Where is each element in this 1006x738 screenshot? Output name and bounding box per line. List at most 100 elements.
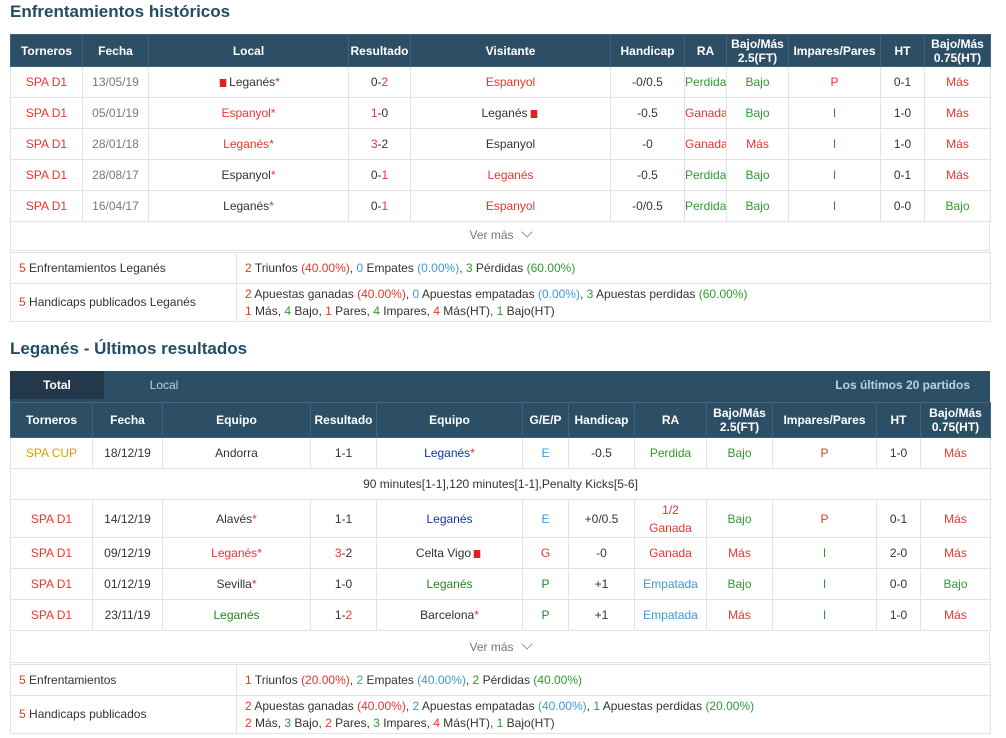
summary-draws-pct: (0.00%) <box>417 260 460 275</box>
score-cell[interactable]: 3-2 <box>310 537 377 569</box>
col-bajo-mas-ht: Bajo/Más 0.75(HT) <box>920 402 991 438</box>
col-fecha: Fecha <box>92 402 163 438</box>
score-home: 3 <box>370 137 378 151</box>
summary-impares-label: Impares, <box>383 303 430 318</box>
score-cell[interactable]: 1-0 <box>310 568 377 600</box>
summary-results-cell: 2 Triunfos (40.00%), 0 Empates (0.00%), … <box>236 252 991 284</box>
score-cell[interactable]: 0-1 <box>348 190 411 222</box>
latest-more-button[interactable]: Ver más <box>10 632 990 663</box>
home-team-cell[interactable]: Alavés* <box>162 499 311 538</box>
ou-cell: Bajo <box>726 159 789 191</box>
score-cell[interactable]: 1-1 <box>310 437 377 469</box>
league-cell[interactable]: SPA D1 <box>10 128 83 160</box>
away-team-cell[interactable]: Leganés* <box>376 437 523 469</box>
summary-matches-label-cell: 5 Enfrentamientos <box>10 664 237 696</box>
home-team-cell[interactable]: Espanyol* <box>148 97 349 129</box>
summary-tied-pct: (0.00%) <box>537 286 580 301</box>
score-cell[interactable]: 1-0 <box>348 97 411 129</box>
date-cell: 05/01/19 <box>82 97 149 129</box>
ht-cell: 0-0 <box>876 568 921 600</box>
league-cell[interactable]: SPA D1 <box>10 159 83 191</box>
last-n-selector[interactable]: Los últimos 20 partidos <box>835 378 970 392</box>
col-visitante: Visitante <box>410 34 611 67</box>
away-team-cell[interactable]: Espanyol <box>410 66 611 98</box>
handicap-cell: -0 <box>568 537 635 569</box>
away-team-cell[interactable]: Celta Vigo <box>376 537 523 569</box>
score-dash: - <box>341 608 346 622</box>
tab-local[interactable]: Local <box>149 378 179 392</box>
oe-cell: I <box>788 159 881 191</box>
home-team-cell[interactable]: Andorra <box>162 437 311 469</box>
away-team-cell[interactable]: Leganés <box>376 499 523 538</box>
league-cell[interactable]: SPA D1 <box>10 568 93 600</box>
home-team-name: Andorra <box>215 446 258 460</box>
ra-value-2: Ganada <box>649 520 692 535</box>
summary-hcp-label: Handicaps publicados <box>29 707 147 721</box>
historic-title: Enfrentamientos históricos <box>10 2 231 21</box>
table-row: SPA D1 23/11/19 Leganés 1-2 Barcelona* P +1 Emp… <box>10 599 991 631</box>
home-team-name: Espanyol <box>221 168 271 182</box>
away-team-name: Barcelona <box>420 608 475 622</box>
penalty-note-row: 90 minutes[1-1],120 minutes[1-1],Penalty… <box>10 468 991 500</box>
ou-cell: Más <box>706 599 773 631</box>
home-team-cell[interactable]: Leganés* <box>148 190 349 222</box>
historic-more-button[interactable]: Ver más <box>10 220 990 251</box>
league-cell[interactable]: SPA D1 <box>10 499 93 538</box>
summary-tied: 0 <box>412 286 420 301</box>
summary-wins-label: Triunfos <box>254 672 298 687</box>
score-cell[interactable]: 0-1 <box>348 159 411 191</box>
home-team-cell[interactable]: Leganés* <box>148 66 349 98</box>
summary-losses-label: Pérdidas <box>482 672 530 687</box>
away-team-cell[interactable]: Leganés <box>410 159 611 191</box>
home-team-cell[interactable]: Leganés* <box>162 537 311 569</box>
summary-won-pct: (40.00%) <box>357 698 406 713</box>
summary-bajoht: 1 <box>496 715 504 730</box>
score-away: 1 <box>381 168 389 182</box>
league-cell[interactable]: SPA CUP <box>10 437 93 469</box>
home-team-cell[interactable]: Leganés* <box>148 128 349 160</box>
table-row: SPA D1 01/12/19 Sevilla* 1-0 Leganés P +1 Empat… <box>10 568 991 600</box>
summary-impares: 4 <box>373 303 380 318</box>
summary-hcp-label: Handicaps publicados Leganés <box>29 295 196 309</box>
col-impares-pares: Impares/Pares <box>788 34 881 67</box>
away-team-cell[interactable]: Leganés <box>410 97 611 129</box>
league-cell[interactable]: SPA D1 <box>10 190 83 222</box>
ra-cell: Empatada <box>634 568 707 600</box>
home-team-cell[interactable]: Espanyol* <box>148 159 349 191</box>
away-team-name: Leganés <box>426 511 473 526</box>
score-dash: - <box>377 75 382 89</box>
home-team-name: Leganés <box>213 608 260 622</box>
col-bajo-mas-ft: Bajo/Más 2.5(FT) <box>706 402 773 438</box>
summary-draws: 0 <box>356 260 364 275</box>
away-team-name: Espanyol <box>485 75 536 89</box>
away-team-cell[interactable]: Barcelona* <box>376 599 523 631</box>
ra-cell: Ganada <box>684 97 727 129</box>
home-team-cell[interactable]: Leganés <box>162 599 311 631</box>
score-cell[interactable]: 1-1 <box>310 499 377 538</box>
league-cell[interactable]: SPA D1 <box>10 97 83 129</box>
league-cell[interactable]: SPA D1 <box>10 537 93 569</box>
ht-ou-cell: Más <box>924 97 991 129</box>
league-cell[interactable]: SPA D1 <box>10 599 93 631</box>
col-bajo-mas-ft: Bajo/Más 2.5(FT) <box>726 34 789 67</box>
handicap-cell: +1 <box>568 568 635 600</box>
ra-cell: Perdida <box>684 190 727 222</box>
away-team-cell[interactable]: Leganés <box>376 568 523 600</box>
handicap-cell: -0/0.5 <box>610 66 685 98</box>
ht-ou-cell: Más <box>920 499 991 538</box>
summary-bajo-label: Bajo, <box>294 715 322 730</box>
league-cell[interactable]: SPA D1 <box>10 66 83 98</box>
historic-header-row: Torneros Fecha Local Resultado Visitante… <box>10 34 991 67</box>
summary-pares-label: Pares, <box>335 715 370 730</box>
score-cell[interactable]: 3-2 <box>348 128 411 160</box>
away-team-cell[interactable]: Espanyol <box>410 128 611 160</box>
col-handicap: Handicap <box>568 402 635 438</box>
tab-total[interactable]: Total <box>10 371 104 402</box>
score-cell[interactable]: 0-2 <box>348 66 411 98</box>
historic-more-label: Ver más <box>469 228 514 242</box>
ht-cell: 1-0 <box>876 437 921 469</box>
away-team-cell[interactable]: Espanyol <box>410 190 611 222</box>
score-home: 1 <box>334 608 342 622</box>
home-team-cell[interactable]: Sevilla* <box>162 568 311 600</box>
score-cell[interactable]: 1-2 <box>310 599 377 631</box>
